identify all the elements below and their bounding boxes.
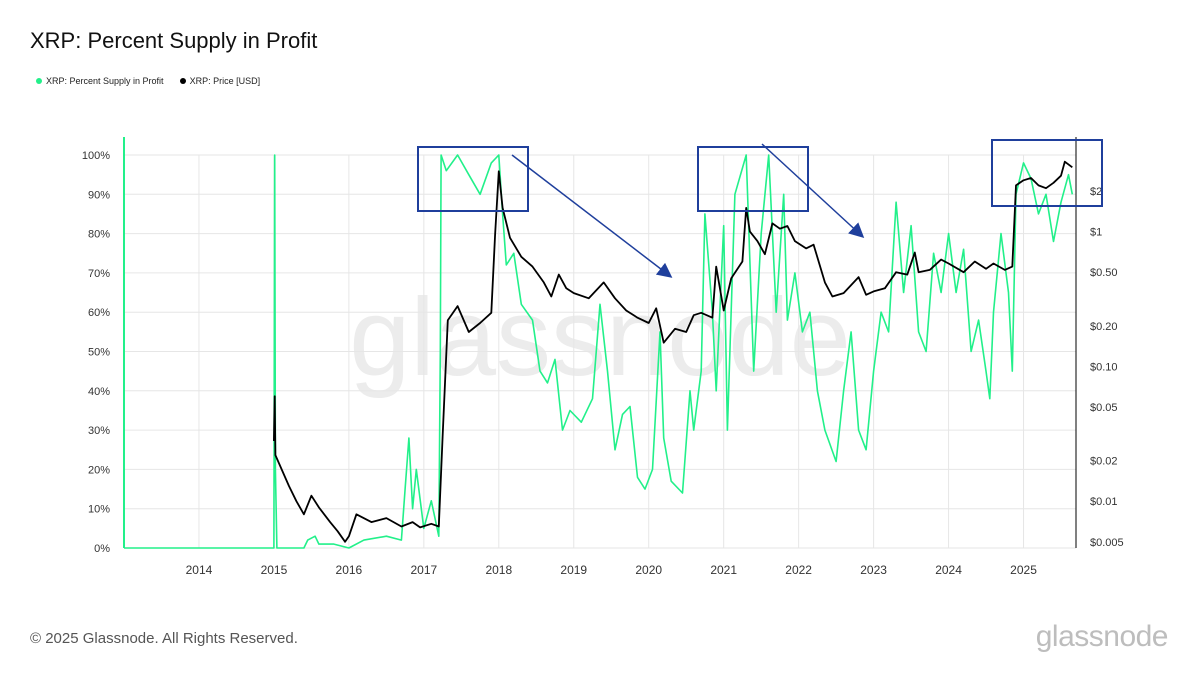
y-left-tick-label: 70% <box>88 268 110 280</box>
x-tick-label: 2022 <box>785 563 812 577</box>
y-right-tick-label: $0.02 <box>1090 456 1118 468</box>
y-right-tick-label: $0.005 <box>1090 537 1124 549</box>
legend-label-profit: XRP: Percent Supply in Profit <box>46 76 164 86</box>
y-left-tick-label: 40% <box>88 386 110 398</box>
glassnode-logo: glassnode <box>1035 620 1169 653</box>
x-tick-label: 2020 <box>635 563 662 577</box>
y-left-tick-label: 100% <box>82 150 110 162</box>
box-2017-2018-top <box>417 146 529 212</box>
legend-item-profit[interactable]: XRP: Percent Supply in Profit <box>36 76 164 86</box>
x-tick-label: 2021 <box>710 563 737 577</box>
y-left-tick-label: 50% <box>88 347 110 359</box>
chart-title: XRP: Percent Supply in Profit <box>30 28 318 53</box>
box-2021-top <box>697 146 809 212</box>
series-line-price <box>273 160 1073 543</box>
y-left-tick-label: 10% <box>88 504 110 516</box>
y-left-tick-label: 20% <box>88 464 110 476</box>
legend-label-price: XRP: Price [USD] <box>189 76 261 86</box>
y-left-tick-label: 0% <box>94 543 110 555</box>
y-right-tick-label: $0.50 <box>1090 267 1118 279</box>
x-tick-label: 2018 <box>485 563 512 577</box>
series-line-percent-supply-in-profit <box>124 154 1074 549</box>
x-tick-label: 2025 <box>1010 563 1037 577</box>
x-tick-label: 2015 <box>261 563 288 577</box>
x-tick-label: 2019 <box>560 563 587 577</box>
legend: XRP: Percent Supply in Profit XRP: Price… <box>36 76 260 86</box>
x-tick-label: 2016 <box>336 563 363 577</box>
legend-dot-profit <box>36 78 42 84</box>
y-right-tick-label: $0.05 <box>1090 402 1118 414</box>
y-right-tick-label: $0.10 <box>1090 361 1118 373</box>
x-tick-label: 2023 <box>860 563 887 577</box>
arrow-2018-decline <box>511 154 673 278</box>
y-left-tick-label: 30% <box>88 425 110 437</box>
x-tick-label: 2017 <box>410 563 437 577</box>
box-2025-top <box>991 139 1103 207</box>
chart-plot: glassnode 0% 10% 20% 30% 40% 50% 60% 70% 80% 90% 10… <box>82 137 1124 577</box>
arrow-2021-decline <box>761 143 865 239</box>
y-right-tick-label: $2 <box>1090 186 1102 198</box>
y-right-tick-label: $0.01 <box>1090 496 1118 508</box>
x-tick-label: 2014 <box>186 563 213 577</box>
copyright-text: © 2025 Glassnode. All Rights Reserved. <box>30 630 298 647</box>
y-left-tick-label: 80% <box>88 229 110 241</box>
legend-dot-price <box>179 78 186 84</box>
legend-item-price[interactable]: XRP: Price [USD] <box>179 76 261 86</box>
y-right-tick-label: $0.20 <box>1090 321 1118 333</box>
watermark-text: glassnode <box>349 276 851 399</box>
y-left-tick-label: 60% <box>88 307 110 319</box>
y-right-tick-label: $1 <box>1090 227 1102 239</box>
y-left-tick-label: 90% <box>88 189 110 201</box>
x-tick-label: 2024 <box>935 563 962 577</box>
